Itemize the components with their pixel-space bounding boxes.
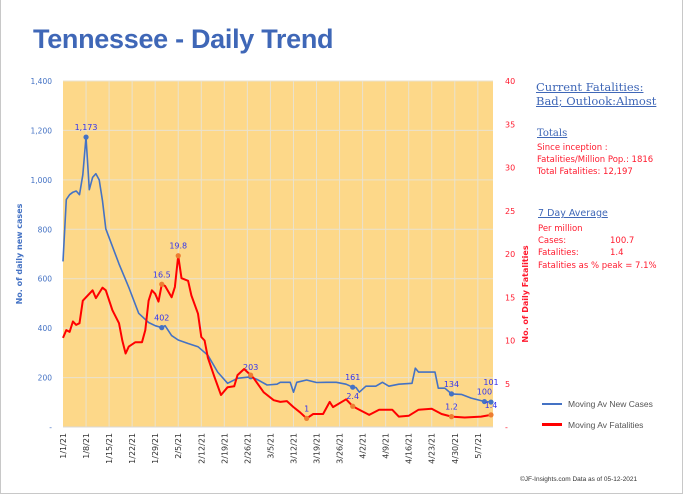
x-tick-label: 2/5/21 — [174, 433, 183, 459]
y-tick-left: 600 — [38, 275, 53, 284]
data-point-cases — [481, 398, 488, 405]
y-tick-left: 200 — [38, 374, 53, 383]
fatalities-row: Fatalities: 1.4 — [538, 247, 657, 259]
y-tick-right: - — [505, 423, 508, 432]
legend-label-cases: Moving Av New Cases — [568, 398, 653, 409]
fatalities-per-million: Fatalities/Million Pop.: 1816 — [537, 155, 654, 166]
fatalities-value: 1.4 — [610, 248, 624, 259]
legend-label-fatalities: Moving Av Fatalities — [568, 419, 644, 430]
pct-peak: Fatalities as % peak = 7.1% — [538, 260, 657, 271]
x-tick-label: 3/5/21 — [266, 433, 275, 459]
data-label-cases: 161 — [345, 373, 360, 382]
data-point-fatalities — [159, 281, 165, 287]
y-tick-right: 30 — [505, 164, 515, 173]
x-tick-label: 4/2/21 — [359, 433, 368, 459]
per-million-label: Per million — [538, 224, 583, 234]
y-tick-left: 800 — [38, 225, 53, 234]
legend-item-cases: Moving Av New Cases — [542, 393, 653, 414]
data-point-cases — [488, 399, 494, 405]
status-line-1: Current Fatalities: — [536, 80, 644, 94]
data-point-cases — [350, 384, 356, 390]
y-tick-right: 35 — [505, 120, 515, 129]
y-tick-right: 40 — [505, 77, 515, 86]
x-tick-label: 2/12/21 — [197, 433, 206, 464]
data-label-fatalities: 1.4 — [485, 401, 498, 410]
totals-panel: Totals Since inception : Fatalities/Mill… — [537, 127, 653, 179]
y-tick-left: 1,400 — [31, 77, 53, 86]
status-line-2: Bad; Outlook:Almost — [536, 94, 657, 108]
cases-value: 100.7 — [610, 236, 635, 247]
y-tick-left: - — [49, 423, 52, 432]
since-inception: Since inception : — [537, 143, 608, 153]
data-point-cases — [83, 134, 89, 140]
data-label-fatalities: 19.8 — [169, 242, 187, 251]
data-point-fatalities — [488, 412, 494, 418]
data-label-fatalities: 1 — [304, 404, 309, 413]
data-point-cases — [159, 325, 165, 331]
legend-swatch-cases — [542, 402, 562, 405]
footer-credit: ©JF-Insights.com Data as of 05-12-2021 — [520, 476, 638, 483]
cases-label: Cases: — [538, 236, 567, 247]
y-tick-right: 15 — [505, 293, 515, 302]
average-header: 7 Day Average — [538, 208, 608, 219]
series-line-fatalities — [62, 254, 492, 420]
x-tick-label: 1/8/21 — [82, 433, 91, 459]
data-point-fatalities — [448, 414, 455, 420]
data-label-cases: 134 — [444, 380, 459, 389]
y-tick-left: 400 — [38, 324, 53, 333]
y-tick-right: 25 — [505, 207, 515, 216]
data-label-fatalities: 2.4 — [346, 392, 359, 401]
x-tick-label: 1/15/21 — [105, 433, 114, 464]
y-tick-right: 10 — [505, 337, 515, 346]
x-tick-label: 4/16/21 — [405, 433, 414, 464]
total-fatalities: Total Fatalities: 12,197 — [537, 167, 633, 178]
x-tick-label: 2/26/21 — [243, 433, 252, 464]
plot-area — [63, 81, 493, 427]
status-panel: Current Fatalities: Bad; Outlook:Almost — [536, 80, 656, 108]
data-label-cases: 1,173 — [75, 123, 98, 132]
y-axis-title-left: No. of daily new cases — [15, 203, 24, 304]
data-point-fatalities — [248, 372, 254, 378]
data-label-fatalities: 1.2 — [445, 403, 458, 412]
data-label-cases: 203 — [243, 363, 258, 372]
y-tick-left: 1,200 — [31, 126, 53, 135]
x-tick-label: 5/7/21 — [474, 433, 483, 459]
y-tick-left: 1,000 — [31, 176, 53, 185]
data-label-fatalities: 16.5 — [153, 270, 171, 279]
x-tick-label: 1/1/21 — [59, 433, 68, 459]
y-tick-right: 5 — [505, 380, 510, 389]
data-label-cases: 101 — [483, 378, 498, 387]
x-tick-label: 2/19/21 — [220, 433, 229, 464]
data-point-fatalities — [350, 403, 356, 409]
y-axis-title-right: No. of Daily Fatalities — [521, 245, 530, 342]
fatalities-label: Fatalities: — [538, 248, 579, 259]
data-label-cases: 402 — [154, 314, 169, 323]
data-point-fatalities — [304, 415, 310, 421]
x-tick-label: 3/26/21 — [336, 433, 345, 464]
x-tick-label: 3/12/21 — [289, 433, 298, 464]
x-tick-label: 3/19/21 — [313, 433, 322, 464]
totals-header: Totals — [537, 128, 568, 139]
data-point-cases — [448, 391, 455, 397]
x-tick-label: 1/29/21 — [151, 433, 160, 464]
data-point-fatalities — [175, 253, 181, 259]
legend-item-fatalities: Moving Av Fatalities — [542, 414, 653, 435]
x-tick-label: 4/9/21 — [382, 433, 391, 459]
legend: Moving Av New Cases Moving Av Fatalities — [542, 393, 653, 435]
x-tick-label: 1/22/21 — [128, 433, 137, 464]
page-title: Tennessee - Daily Trend — [33, 24, 334, 54]
series-line-cases — [62, 136, 492, 403]
average-panel: 7 Day Average Per million Cases: 100.7 Fa… — [538, 207, 657, 272]
x-tick-label: 4/30/21 — [451, 433, 460, 464]
y-tick-right: 20 — [505, 250, 515, 259]
data-label-cases: 100 — [477, 388, 492, 397]
cases-row: Cases: 100.7 — [538, 235, 657, 247]
x-tick-label: 4/23/21 — [428, 433, 437, 464]
legend-swatch-fatalities — [542, 423, 562, 426]
